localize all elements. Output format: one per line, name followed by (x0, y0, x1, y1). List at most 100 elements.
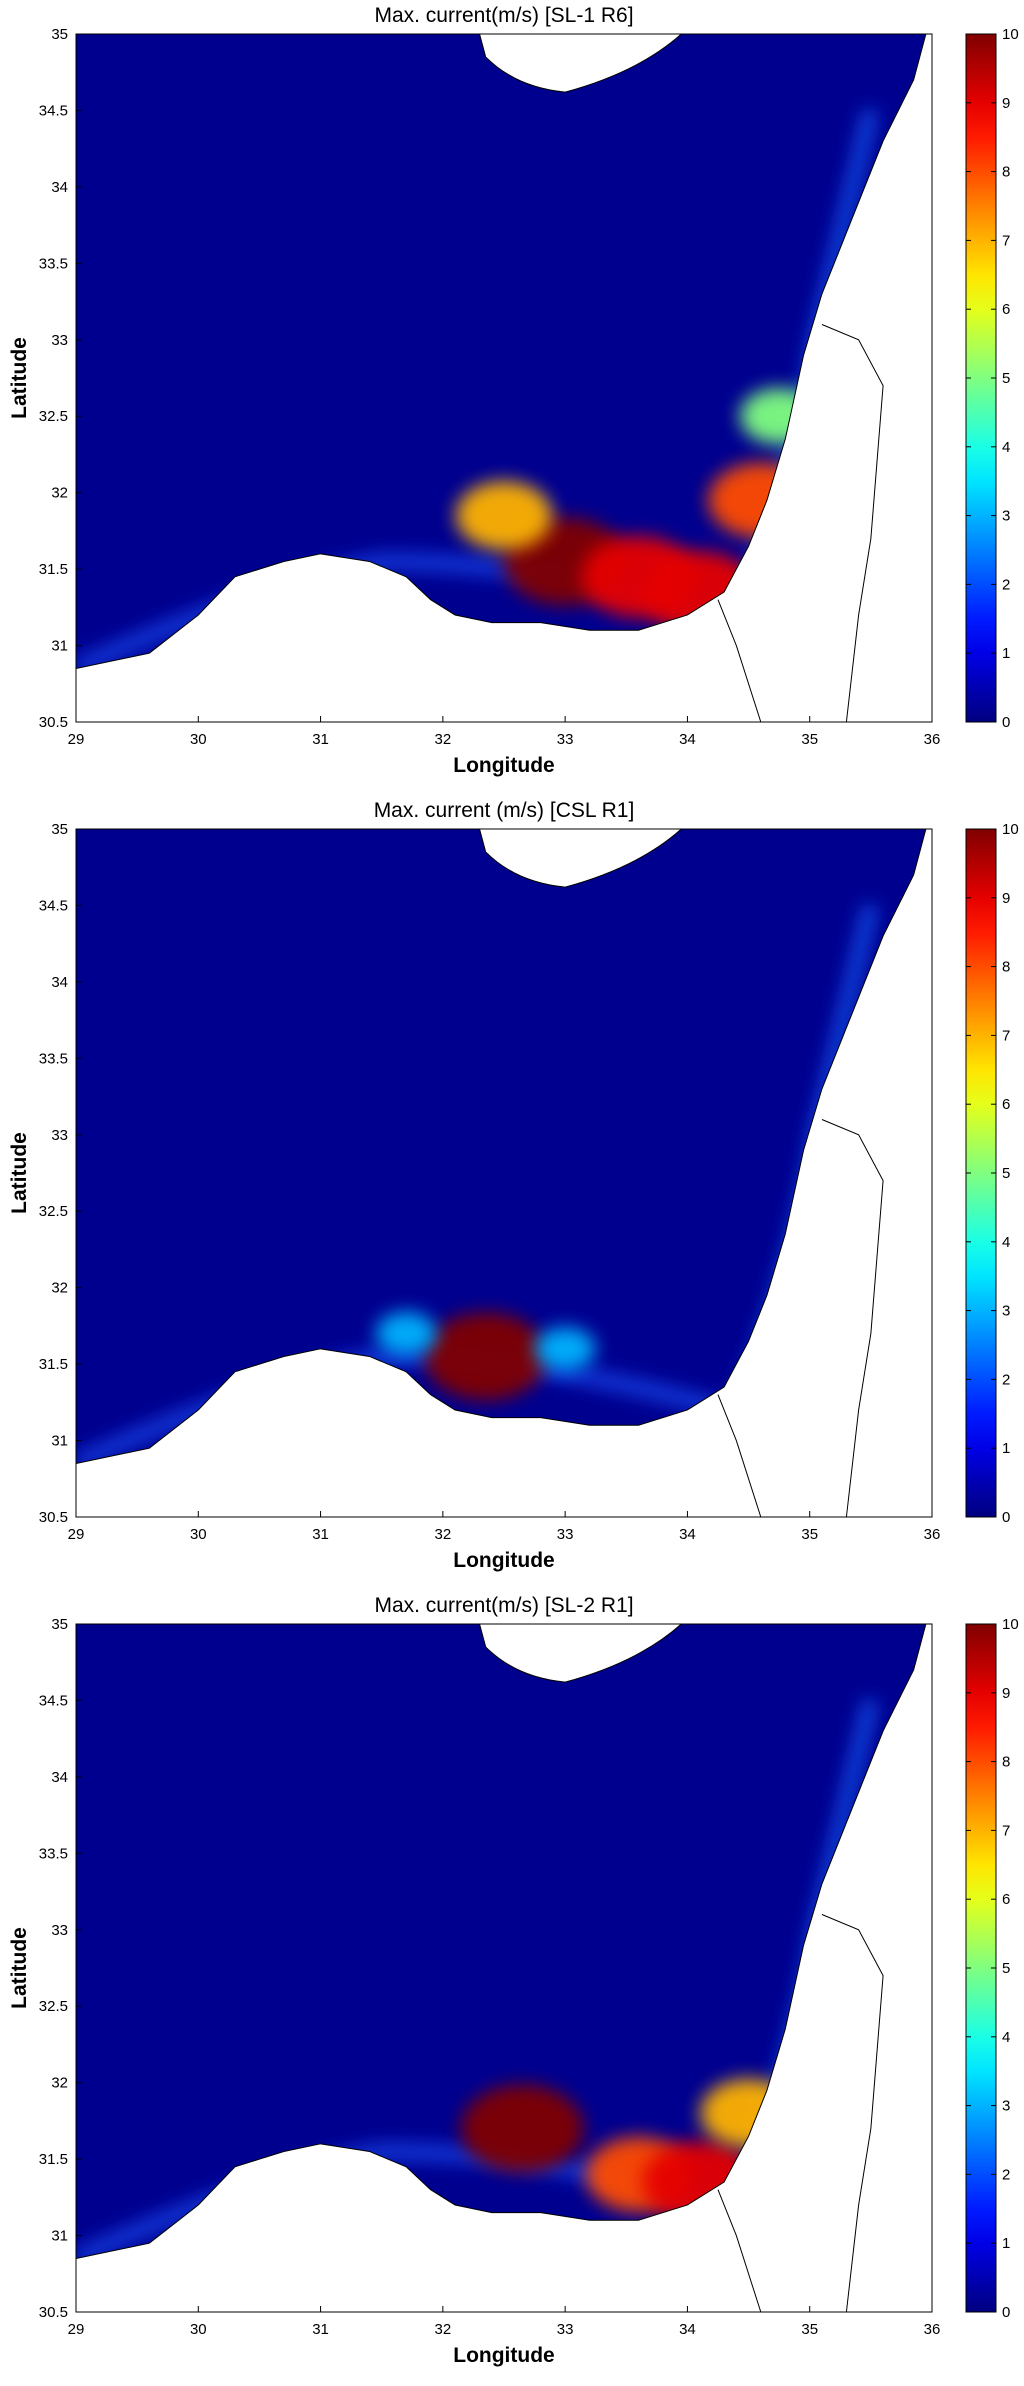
colorbar-tick-label: 3 (1002, 508, 1010, 525)
colorbar-tick-label: 5 (1002, 370, 1010, 387)
plot-frame (75, 1623, 933, 2313)
y-tick-label: 31 (51, 2228, 68, 2245)
border-line-levant (821, 324, 884, 722)
chart-title: Max. current(m/s) [SL-1 R6] (374, 4, 633, 27)
chart-panel-3: 29 30 31 32 33 34 35 36 30.5 31 31.5 32 32.5 33 33.5 34… (0, 1590, 1024, 2386)
x-tick-label: 31 (312, 1526, 329, 1543)
y-tick-label: 30.5 (39, 714, 68, 731)
y-tick-label: 31.5 (39, 1356, 68, 1373)
colorbar-tick-label: 7 (1002, 1027, 1010, 1044)
colorbar-tick-label: 5 (1002, 1960, 1010, 1977)
colorbar-tick-label: 8 (1002, 164, 1010, 181)
colorbar-tick-label: 10 (1002, 26, 1019, 43)
y-tick-label: 34 (51, 179, 68, 196)
x-tick-label: 34 (679, 1526, 696, 1543)
mainland-landmass (76, 1624, 932, 2312)
chart-panel-1: 29 30 31 32 33 34 35 36 30.5 31 31.5 32 32.5 33 33.5 34… (0, 0, 1024, 795)
current-hotspot-1 (424, 1312, 548, 1401)
x-tick-label: 31 (312, 731, 329, 748)
colorbar-tick-label: 2 (1002, 2166, 1010, 2183)
x-tick-label: 33 (557, 1526, 574, 1543)
plot-frame (75, 828, 933, 1518)
x-tick-label: 30 (190, 1526, 207, 1543)
x-tick-label: 35 (801, 731, 818, 748)
chart-figure-1: 29 30 31 32 33 34 35 3630.53131.53232.53333.534… (8, 4, 1019, 777)
x-tick-label: 29 (68, 1526, 85, 1543)
x-tick-label: 33 (557, 731, 574, 748)
mainland-landmass (76, 829, 932, 1517)
y-tick-label: 34.5 (39, 1692, 68, 1709)
colorbar-tick-label: 8 (1002, 1754, 1010, 1771)
y-tick-label: 31 (51, 638, 68, 655)
y-tick-label: 33 (51, 332, 68, 349)
colorbar-tick-label: 3 (1002, 2098, 1010, 2115)
x-tick-label: 35 (801, 1526, 818, 1543)
colorbar-tick-label: 1 (1002, 2235, 1010, 2252)
colorbar-tick-label: 9 (1002, 1685, 1010, 1702)
border-line-sinai (717, 1394, 762, 1517)
plot-frame (75, 33, 933, 723)
x-tick-label: 36 (924, 731, 941, 748)
colorbar-tick-label: 10 (1002, 1616, 1019, 1633)
y-tick-label: 32 (51, 485, 68, 502)
y-tick-label: 30.5 (39, 2304, 68, 2321)
current-hotspot-1 (460, 2084, 584, 2173)
y-tick-label: 34.5 (39, 102, 68, 119)
y-tick-label: 33 (51, 1127, 68, 1144)
y-tick-label: 33.5 (39, 255, 68, 272)
y-tick-label: 33.5 (39, 1845, 68, 1862)
colorbar-tick-label: 6 (1002, 1891, 1010, 1908)
y-axis-label: Latitude (8, 1927, 31, 2009)
x-tick-label: 33 (557, 2321, 574, 2338)
mainland-landmass (76, 34, 932, 722)
colorbar-tick-label: 4 (1002, 1234, 1010, 1251)
x-tick-label: 32 (435, 2321, 452, 2338)
colorbar-tick-label: 9 (1002, 95, 1010, 112)
y-tick-label: 32.5 (39, 1998, 68, 2015)
colorbar-tick-label: 10 (1002, 821, 1019, 838)
x-tick-label: 34 (679, 731, 696, 748)
x-tick-label: 36 (924, 1526, 941, 1543)
delta-glow (76, 1348, 727, 1471)
colorbar-tick-label: 0 (1002, 2304, 1010, 2321)
cyprus-landmass (479, 829, 683, 888)
colorbar-tick-label: 2 (1002, 1371, 1010, 1388)
y-tick-label: 34 (51, 1769, 68, 1786)
x-tick-label: 30 (190, 731, 207, 748)
current-hotspot-2 (375, 1311, 437, 1356)
y-tick-label: 35 (51, 26, 68, 43)
colorbar-tick-label: 4 (1002, 2029, 1010, 2046)
current-hotspot-6 (455, 481, 553, 550)
colorbar-tick-label: 4 (1002, 439, 1010, 456)
border-line-levant (821, 1119, 884, 1517)
y-tick-label: 31.5 (39, 2151, 68, 2168)
colorbar-tick-label: 6 (1002, 1096, 1010, 1113)
y-tick-label: 35 (51, 1616, 68, 1633)
colorbar-tick-label: 7 (1002, 1822, 1010, 1839)
y-tick-label: 32 (51, 1280, 68, 1297)
chart-figure-3: 29 30 31 32 33 34 35 3630.53131.53232.53333.534… (8, 1594, 1019, 2367)
current-hotspot-3 (534, 1327, 596, 1371)
colorbar-tick-label: 0 (1002, 714, 1010, 731)
x-tick-label: 31 (312, 2321, 329, 2338)
x-tick-label: 36 (924, 2321, 941, 2338)
y-tick-label: 34.5 (39, 897, 68, 914)
x-tick-label: 30 (190, 2321, 207, 2338)
chart-figure-2: 29 30 31 32 33 34 35 3630.53131.53232.53333.534… (8, 799, 1019, 1572)
x-axis-label: Longitude (453, 2344, 554, 2367)
colorbar-tick-label: 9 (1002, 890, 1010, 907)
y-tick-label: 32 (51, 2075, 68, 2092)
chart-panel-2: 29 30 31 32 33 34 35 36 30.5 31 31.5 32 32.5 33 33.5 34… (0, 795, 1024, 1590)
y-tick-label: 33.5 (39, 1050, 68, 1067)
colorbar-tick-label: 0 (1002, 1509, 1010, 1526)
y-tick-label: 31.5 (39, 561, 68, 578)
x-axis-label: Longitude (453, 754, 554, 777)
y-tick-label: 33 (51, 1922, 68, 1939)
y-axis-label: Latitude (8, 1132, 31, 1214)
colorbar-tick-label: 5 (1002, 1165, 1010, 1182)
x-tick-label: 34 (679, 2321, 696, 2338)
y-tick-label: 32.5 (39, 1203, 68, 1220)
y-tick-label: 31 (51, 1433, 68, 1450)
border-line-sinai (717, 599, 762, 722)
colorbar-tick-label: 8 (1002, 959, 1010, 976)
